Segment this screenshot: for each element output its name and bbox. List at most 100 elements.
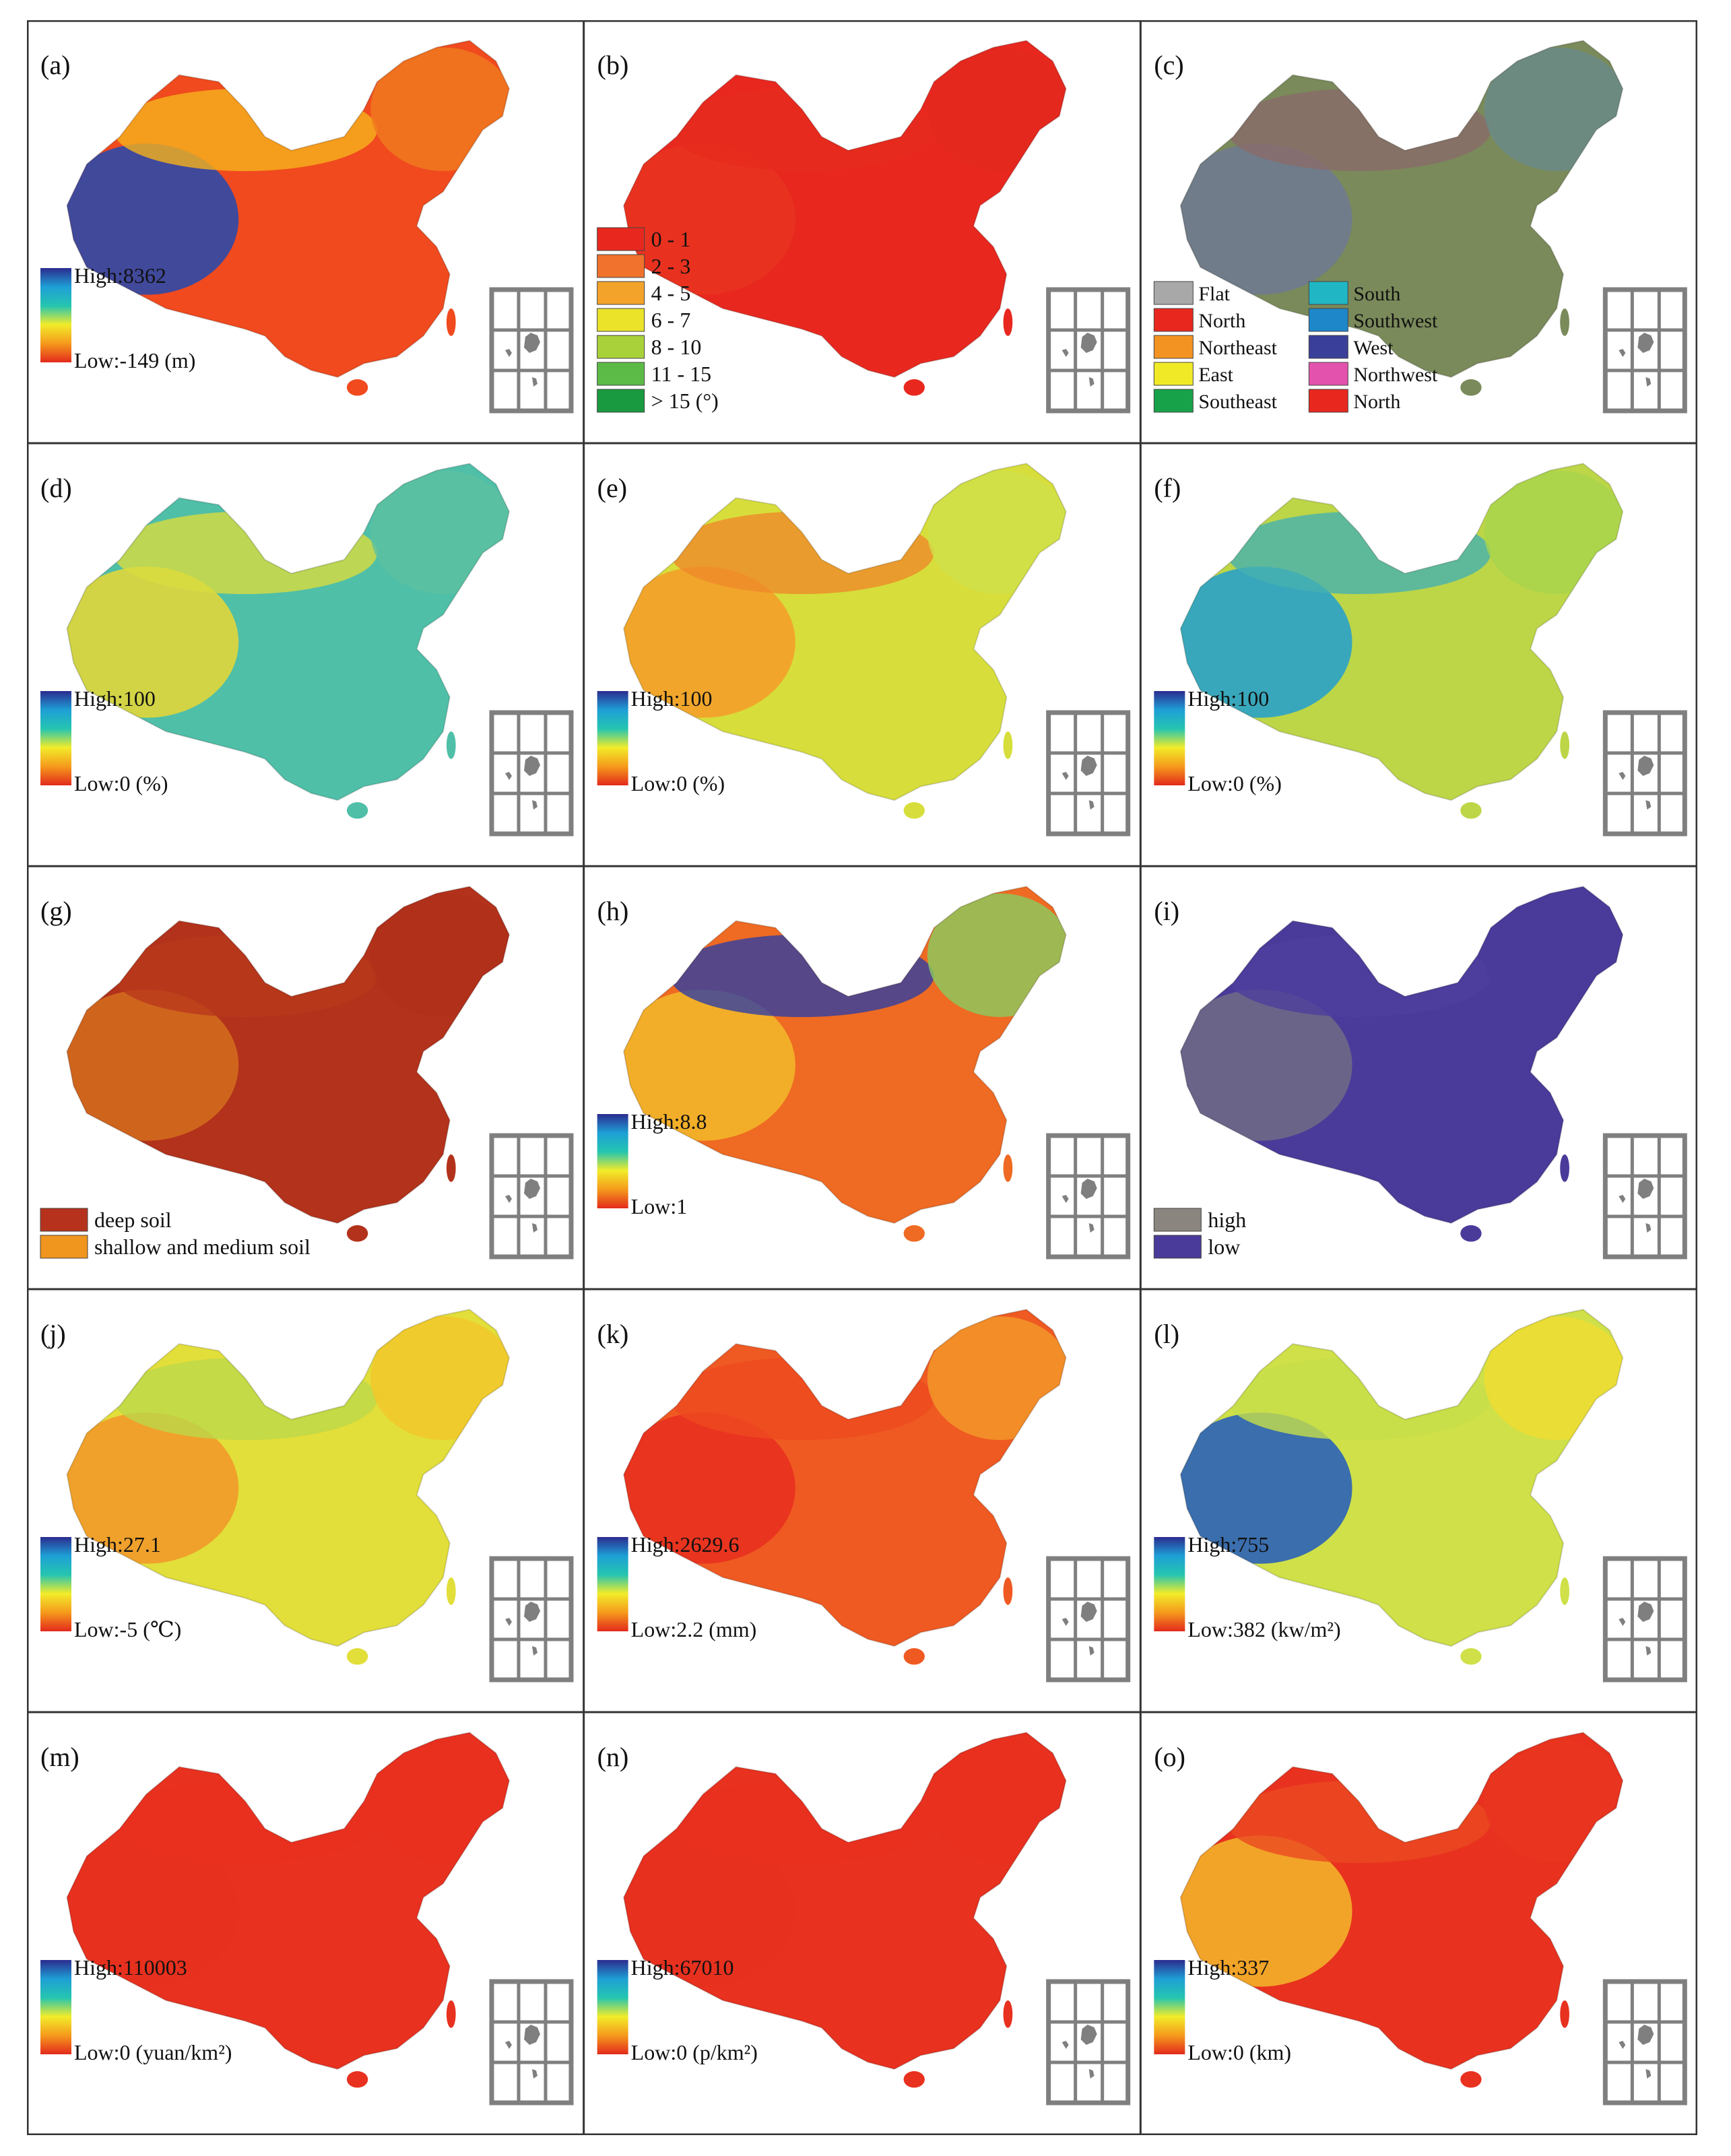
legend-swatch	[597, 281, 645, 305]
legend-ramp	[597, 1537, 628, 1631]
panel-j: (j) High:27.1 Low:-5 (℃)	[40, 1309, 571, 1680]
inset-map-icon	[1605, 290, 1685, 411]
inset-map-icon	[1605, 1136, 1685, 1257]
legend-swatch	[1308, 281, 1348, 305]
legend-item: North	[1198, 310, 1245, 332]
inset-map-icon	[492, 1559, 571, 1680]
legend-ramp	[1154, 1960, 1185, 2054]
panel-d: (d) High:100 Low:0 (%)	[40, 463, 571, 834]
legend-item: Southeast	[1198, 391, 1277, 413]
panel-h: (h) High:8.8 Low:1	[597, 886, 1128, 1257]
panel-label: (o)	[1154, 1742, 1185, 1772]
legend-item: West	[1353, 337, 1394, 359]
panel-m: (m) High:110003 Low:0 (yuan/km²)	[40, 1732, 571, 2103]
panel-k: (k) High:2629.6 Low:2.2 (mm)	[597, 1309, 1128, 1680]
legend-swatch	[1153, 1235, 1202, 1259]
legend-low: Low:1	[631, 1194, 688, 1218]
legend-item: shallow and medium soil	[94, 1235, 311, 1259]
panel-label: (k)	[597, 1319, 629, 1349]
legend-item: 6 - 7	[651, 308, 691, 332]
legend-low: Low:-5 (℃)	[74, 1617, 181, 1641]
legend-swatch	[40, 1208, 88, 1232]
figure-grid: (a) High:8362 Low:-149 (m) (b) 0 - 1 2 - 3 4 -…	[26, 20, 1698, 2136]
legend-low: Low:2.2 (mm)	[631, 1617, 757, 1641]
legend-high: High:100	[1187, 686, 1269, 711]
legend-swatch	[597, 308, 645, 332]
legend-swatch	[1153, 308, 1194, 332]
legend-high: High:337	[1187, 1955, 1269, 1980]
legend-swatch	[1308, 389, 1348, 413]
legend-high: High:8.8	[631, 1109, 707, 1134]
legend-swatch	[597, 335, 645, 359]
legend-ramp	[597, 1960, 628, 2054]
legend-swatch	[1153, 281, 1194, 305]
legend-high: High:100	[631, 686, 713, 711]
panel-label: (b)	[597, 50, 629, 80]
panel-label: (d)	[40, 473, 72, 503]
legend-item: South	[1353, 283, 1400, 305]
legend-ramp	[597, 1114, 628, 1208]
inset-map-icon	[492, 1982, 571, 2103]
map-d	[66, 463, 511, 819]
legend-swatch	[1308, 335, 1348, 359]
inset-map-icon	[1605, 1982, 1685, 2103]
legend-item: 8 - 10	[651, 335, 702, 359]
legend-ramp	[597, 691, 628, 785]
map-j	[66, 1309, 511, 1665]
legend-low: Low:0 (km)	[1187, 2040, 1291, 2064]
panel-c: (c) Flat North Northeast East Southeast South S…	[1153, 40, 1685, 413]
map-l	[1179, 1309, 1624, 1665]
legend-low: Low:0 (%)	[631, 771, 725, 795]
legend-swatch	[597, 254, 645, 278]
legend-item: East	[1198, 364, 1233, 386]
panel-label: (l)	[1154, 1319, 1179, 1349]
map-o	[1179, 1732, 1624, 2088]
figure-svg: (a) High:8362 Low:-149 (m) (b) 0 - 1 2 - 3 4 -…	[26, 20, 1698, 2136]
legend-ramp	[1154, 1537, 1185, 1631]
legend-swatch	[1308, 308, 1348, 332]
legend-item: Flat	[1198, 283, 1230, 305]
legend-swatch	[597, 389, 645, 413]
inset-map-icon	[1049, 290, 1128, 411]
legend-swatch	[40, 1235, 88, 1259]
legend-ramp	[40, 268, 71, 362]
inset-map-icon	[1605, 1559, 1685, 1680]
legend-low: Low:0 (%)	[1187, 771, 1282, 795]
panel-l: (l) High:755 Low:382 (kw/m²)	[1154, 1309, 1685, 1680]
legend-item: 11 - 15	[651, 362, 711, 386]
map-n	[623, 1732, 1067, 2088]
legend-high: High:110003	[74, 1955, 187, 1980]
legend-swatch	[1153, 335, 1194, 359]
legend-swatch	[1153, 389, 1194, 413]
panel-label: (h)	[597, 896, 629, 926]
legend-item: North	[1353, 391, 1400, 413]
legend-low: Low:-149 (m)	[74, 348, 195, 372]
legend-ramp	[40, 1960, 71, 2054]
legend-swatch	[597, 227, 645, 251]
map-h	[623, 886, 1067, 1242]
panel-label: (c)	[1154, 50, 1183, 80]
panel-label: (j)	[40, 1319, 66, 1349]
legend-low: Low:0 (yuan/km²)	[74, 2040, 232, 2064]
panel-o: (o) High:337 Low:0 (km)	[1154, 1732, 1685, 2103]
legend-item: deep soil	[94, 1208, 172, 1232]
legend-ramp	[1154, 691, 1185, 785]
legend-swatch	[1153, 1208, 1202, 1232]
panel-label: (n)	[597, 1742, 629, 1772]
map-c	[1179, 40, 1624, 396]
legend-high: High:100	[74, 686, 156, 711]
inset-map-icon	[1605, 713, 1685, 834]
inset-map-icon	[492, 713, 571, 834]
panel-label: (f)	[1154, 473, 1181, 503]
map-g	[66, 886, 511, 1242]
legend-low: Low:0 (%)	[74, 771, 168, 795]
panel-g: (g) deep soil shallow and medium soil	[40, 886, 571, 1259]
inset-map-icon	[1049, 713, 1128, 834]
inset-map-icon	[1049, 1559, 1128, 1680]
inset-map-icon	[1049, 1136, 1128, 1257]
map-e	[623, 463, 1067, 819]
map-a	[66, 40, 511, 396]
legend-high: High:67010	[631, 1955, 734, 1980]
panel-label: (g)	[40, 896, 72, 926]
legend-ramp	[40, 691, 71, 785]
